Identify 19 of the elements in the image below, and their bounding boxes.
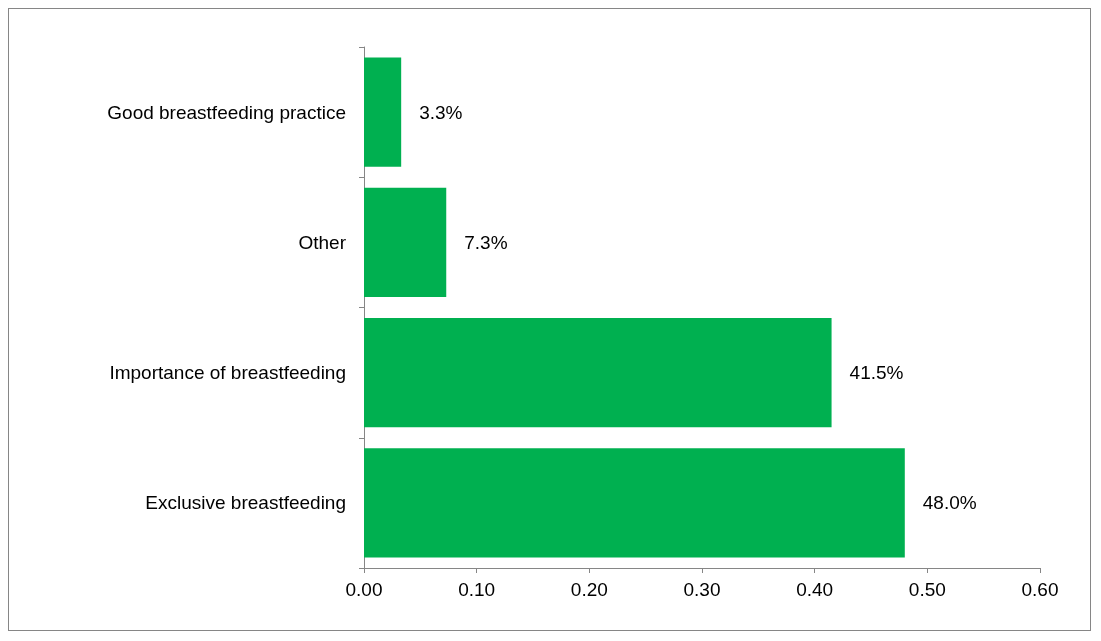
data-label: 3.3% [419, 101, 463, 123]
y-tick-label: Exclusive breastfeeding [145, 492, 346, 514]
bar [364, 448, 905, 558]
bar [364, 187, 447, 298]
bar [364, 57, 402, 167]
x-tick-label: 0.60 [1021, 579, 1059, 600]
data-label: 48.0% [922, 492, 977, 514]
y-tick-label: Good breastfeeding practice [107, 101, 346, 123]
x-tick-label: 0.50 [908, 579, 946, 600]
y-tick-label: Importance of breastfeeding [109, 362, 346, 384]
data-label: 41.5% [849, 362, 904, 384]
x-tick-label: 0.20 [570, 579, 608, 600]
x-tick-label: 0.00 [345, 579, 383, 600]
y-tick-label: Other [298, 231, 347, 253]
x-tick-label: 0.30 [683, 579, 721, 600]
x-tick-label: 0.10 [458, 579, 496, 600]
bar [364, 317, 832, 428]
data-label: 7.3% [464, 231, 508, 253]
x-tick-label: 0.40 [796, 579, 834, 600]
